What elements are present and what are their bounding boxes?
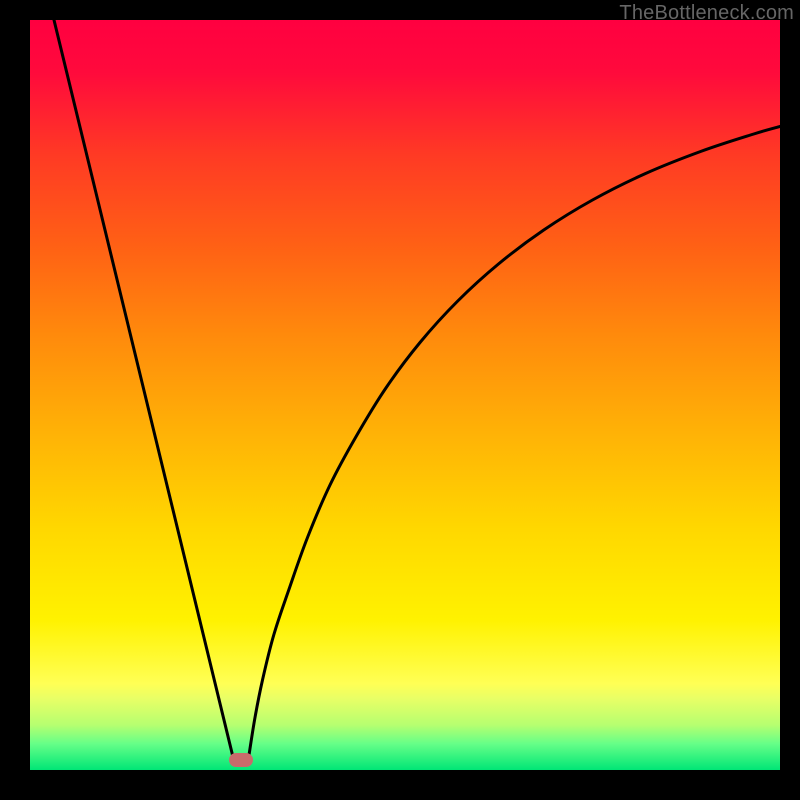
right-curve-path (249, 127, 780, 756)
chart-frame (0, 0, 800, 800)
plot-svg (30, 20, 780, 770)
left-curve-line (54, 20, 233, 755)
plot-area (30, 20, 780, 770)
watermark-text: TheBottleneck.com (619, 2, 794, 25)
vertex-marker (229, 753, 253, 767)
